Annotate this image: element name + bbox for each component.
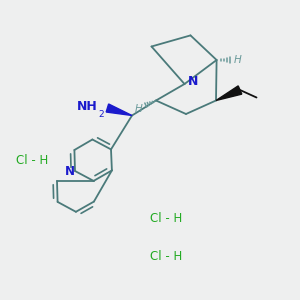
Text: NH: NH: [77, 100, 98, 113]
Text: Cl - H: Cl - H: [150, 212, 182, 226]
Polygon shape: [216, 86, 242, 101]
Text: N: N: [188, 75, 198, 88]
Text: H: H: [233, 55, 241, 65]
Text: Cl - H: Cl - H: [16, 154, 49, 167]
Text: H: H: [134, 104, 142, 114]
Text: Cl - H: Cl - H: [150, 250, 182, 263]
Text: 2: 2: [98, 110, 104, 119]
Text: N: N: [64, 165, 75, 178]
Polygon shape: [106, 104, 132, 116]
